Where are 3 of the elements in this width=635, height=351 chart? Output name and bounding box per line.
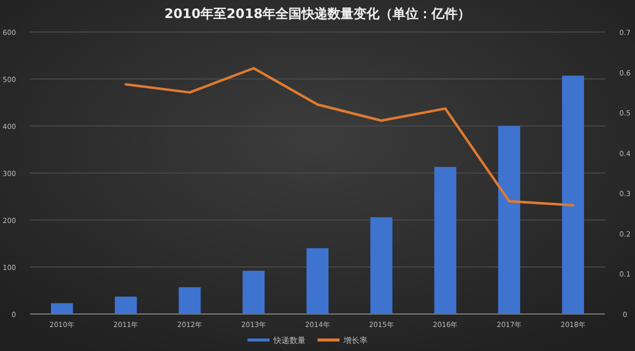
legend-label: 快递数量 xyxy=(272,336,306,345)
chart-title: 2010年至2018年全国快递数量变化（单位：亿件） xyxy=(164,6,471,22)
legend-label: 增长率 xyxy=(342,336,368,345)
